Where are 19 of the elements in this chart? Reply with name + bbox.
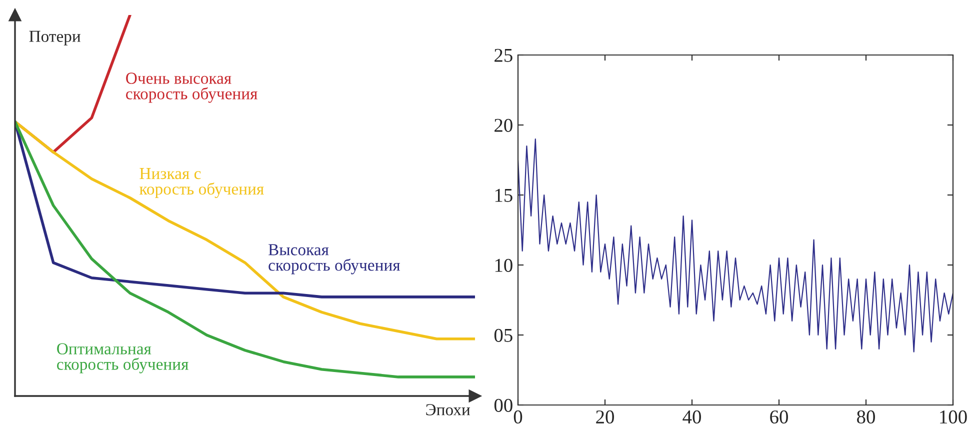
series-label: Высокая скорость обучения: [268, 244, 400, 274]
y-tick-label: 05: [494, 328, 512, 342]
x-tick-label: 40: [682, 410, 701, 424]
y-axis-title: Потери: [29, 30, 80, 46]
y-tick-label: 10: [495, 258, 512, 272]
y-tick-label: 00: [494, 398, 512, 412]
x-tick-label: 60: [770, 410, 788, 424]
y-tick-label: 25: [494, 48, 512, 62]
line-series: [518, 138, 953, 352]
series-label: Очень высокая скорость обучения: [126, 72, 258, 103]
x-axis-title: Эпохи: [426, 404, 470, 416]
x-tick-label: 20: [596, 410, 614, 424]
y-tick-label: 15: [495, 188, 512, 202]
x-tick-label: 0: [514, 410, 522, 424]
x-tick-label: 80: [857, 410, 875, 424]
x-tick-label: 100: [940, 410, 967, 424]
series-label: Низкая с корость обучения: [140, 168, 264, 198]
y-tick-label: 20: [494, 118, 512, 132]
series-label: Оптимальная скорость обучения: [57, 343, 188, 374]
